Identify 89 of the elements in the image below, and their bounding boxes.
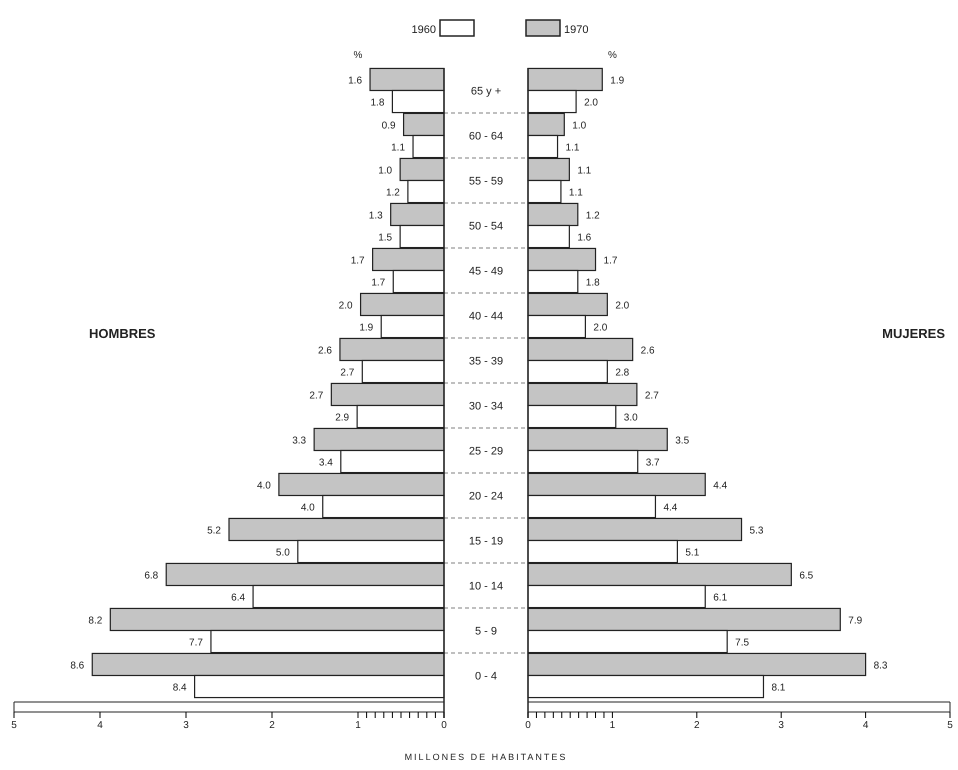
- y-tick-label: 10 - 14: [468, 580, 504, 592]
- legend-label: 1970: [564, 24, 588, 36]
- annotation: 1.8: [370, 98, 385, 109]
- annotation: 2.0: [338, 300, 354, 312]
- annotation: 8.2: [88, 615, 103, 626]
- y-tick-label: 25 - 29: [468, 446, 504, 458]
- annotation: 4.4: [663, 502, 678, 514]
- annotation: 0.9: [382, 120, 396, 132]
- x-tick-label: 4: [97, 720, 104, 732]
- y-tick-label: 55 - 59: [468, 176, 504, 188]
- annotation: 1.7: [350, 255, 366, 266]
- annotation: 3.7: [646, 458, 660, 469]
- y-tick-label: 0 - 4: [474, 670, 498, 682]
- annotation: 1.9: [610, 75, 625, 86]
- annotation: 4.0: [256, 480, 272, 492]
- annotation: 7.7: [189, 638, 204, 649]
- annotation: 3.5: [675, 435, 690, 446]
- y-tick-label: 35 - 39: [468, 356, 504, 368]
- annotation: 1.2: [586, 210, 600, 222]
- y-tick-label: 5 - 9: [474, 626, 498, 638]
- annotation: 3.3: [292, 435, 307, 446]
- annotation: 2.7: [340, 368, 355, 379]
- annotation: 8.3: [874, 660, 888, 672]
- annotation: 2.0: [593, 322, 608, 334]
- annotation: 1.1: [577, 165, 592, 176]
- annotation: 5.0: [276, 548, 290, 559]
- annotation: 6.5: [799, 570, 814, 582]
- x-tick-label: 2: [694, 720, 700, 732]
- x-tick-label: 1: [610, 720, 616, 732]
- annotation: 2.0: [584, 98, 598, 109]
- annotation: 4.0: [300, 502, 316, 514]
- y-tick-label: 15 - 19: [468, 536, 504, 548]
- annotation: 2.8: [615, 368, 630, 379]
- annotation: 4.4: [713, 480, 728, 492]
- x-tick-label: 3: [183, 720, 190, 732]
- y-tick-label: 30 - 34: [468, 400, 504, 412]
- annotation: 2.6: [640, 345, 655, 356]
- x-tick-label: 5: [11, 720, 18, 732]
- annotation: 8.4: [172, 682, 188, 694]
- x-tick-label: 4: [862, 720, 869, 732]
- annotation: 1.8: [586, 278, 600, 289]
- annotation: 7.9: [848, 615, 863, 626]
- text: HOMBRES: [89, 326, 156, 341]
- text: MUJERES: [882, 326, 946, 341]
- annotation: 5.2: [207, 525, 222, 536]
- x-tick-label: 2: [269, 720, 276, 732]
- annotation: 5.1: [685, 548, 700, 559]
- annotation: 1.7: [371, 278, 386, 289]
- annotation: 1.2: [386, 188, 400, 199]
- annotation: 6.8: [144, 570, 159, 582]
- y-tick-label: 50 - 54: [468, 220, 504, 232]
- annotation: 1.3: [368, 210, 384, 222]
- y-tick-label: 20 - 24: [468, 490, 504, 502]
- annotation: 1.1: [566, 142, 580, 154]
- annotation: 2.7: [644, 390, 660, 402]
- annotation: 3.0: [624, 412, 638, 424]
- annotation: 1.6: [577, 232, 592, 244]
- annotation: 1.0: [572, 120, 587, 132]
- annotation: 6.1: [713, 592, 728, 604]
- x-tick-label: 3: [778, 720, 784, 732]
- annotation: 1.0: [378, 165, 393, 176]
- annotation: 7.5: [735, 638, 750, 649]
- x-axis-title: MILLONES DE HABITANTES: [404, 752, 568, 762]
- y-tick-label: 65 y +: [470, 86, 502, 98]
- annotation: 2.6: [318, 345, 332, 356]
- x-tick-label: 5: [947, 720, 954, 732]
- x-tick-label: 0: [441, 720, 448, 732]
- y-tick-label: 60 - 64: [468, 130, 504, 142]
- annotation: 3.4: [318, 458, 334, 469]
- annotation: 8.6: [70, 660, 85, 672]
- annotation: 2.9: [335, 412, 350, 424]
- annotation: 8.1: [771, 682, 786, 694]
- annotation: 1.1: [391, 142, 406, 154]
- annotation: 1.7: [604, 255, 618, 266]
- annotation: 6.4: [231, 592, 246, 604]
- x-tick-label: 1: [355, 720, 362, 732]
- annotation: 1.1: [568, 188, 584, 199]
- text: %: [354, 50, 363, 61]
- annotation: 1.5: [378, 232, 393, 244]
- annotation: 1.9: [359, 322, 374, 334]
- annotation: 2.0: [615, 300, 630, 312]
- annotation: 2.7: [309, 390, 324, 402]
- y-tick-label: 45 - 49: [468, 266, 504, 278]
- annotation: 1.6: [348, 75, 362, 86]
- x-tick-label: 0: [525, 720, 532, 732]
- annotation: 5.3: [750, 525, 764, 536]
- text: 1960: [412, 24, 436, 36]
- y-tick-label: 40 - 44: [468, 310, 504, 322]
- text: %: [608, 50, 617, 61]
